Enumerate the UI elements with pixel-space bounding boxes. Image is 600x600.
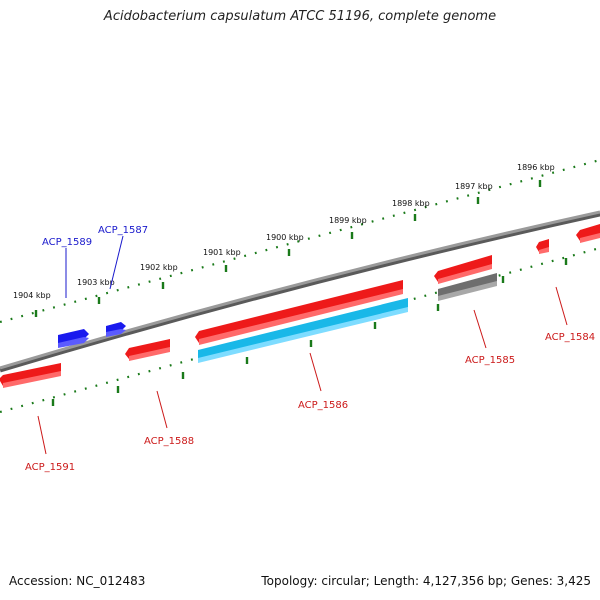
kbp-label: 1903 kbp <box>77 278 115 287</box>
gene-acp-1585[interactable] <box>434 255 492 284</box>
leader-line-acp-1585 <box>473 309 487 349</box>
gene-label-acp-1588[interactable]: ACP_1588 <box>144 436 194 447</box>
gene-label-acp-1586[interactable]: ACP_1586 <box>298 400 348 411</box>
gene-label-acp-1585[interactable]: ACP_1585 <box>465 355 515 366</box>
gene-label-acp-1587[interactable]: ACP_1587 <box>98 225 148 236</box>
gene-label-acp-1584[interactable]: ACP_1584 <box>545 332 595 343</box>
reverse-strand-genes <box>58 322 126 348</box>
gene-acp-1587[interactable] <box>106 322 126 337</box>
lower-dotted-track <box>0 246 600 414</box>
gene-label-acp-1591[interactable]: ACP_1591 <box>25 462 75 473</box>
kbp-labels: 1896 kbp 1897 kbp 1898 kbp 1899 kbp 1900… <box>13 163 555 300</box>
gene-label-acp-1589[interactable]: ACP_1589 <box>42 237 92 248</box>
kbp-label: 1898 kbp <box>392 199 430 208</box>
kbp-label: 1896 kbp <box>517 163 555 172</box>
map-title: Acidobacterium capsulatum ATCC 51196, co… <box>103 9 497 24</box>
backbone-shadow <box>0 211 600 373</box>
kbp-label: 1900 kbp <box>266 233 304 242</box>
gene-acp-1584-small[interactable] <box>536 239 549 254</box>
leader-lines <box>37 235 568 455</box>
leader-line-acp-1587 <box>109 235 124 290</box>
gene-acp-1584[interactable] <box>576 224 600 243</box>
kbp-label: 1899 kbp <box>329 216 367 225</box>
leader-line-acp-1586 <box>309 352 322 392</box>
accession-text: Accession: NC_012483 <box>9 574 146 588</box>
gene-acp-1591[interactable] <box>0 363 61 388</box>
kbp-label: 1901 kbp <box>203 248 241 257</box>
rna-gene-acp-1586[interactable] <box>198 298 408 363</box>
kbp-label: 1904 kbp <box>13 291 51 300</box>
lower-tick-track <box>0 246 600 414</box>
upper-dotted-track <box>0 158 600 324</box>
upper-tick-track <box>0 158 600 324</box>
kbp-label: 1897 kbp <box>455 182 493 191</box>
gene-acp-1586[interactable] <box>195 280 403 345</box>
gene-labels: ACP_1589 ACP_1587 ACP_1591 ACP_1588 ACP_… <box>25 225 595 473</box>
pseudo-gene-acp-1585[interactable] <box>438 273 497 301</box>
forward-strand-genes <box>0 224 600 388</box>
genome-summary-text: Topology: circular; Length: 4,127,356 bp… <box>261 574 591 588</box>
upper-major-ticks <box>34 180 542 317</box>
leader-line-acp-1588 <box>156 390 168 429</box>
gene-acp-1588[interactable] <box>125 339 170 361</box>
leader-line-acp-1584 <box>555 286 568 326</box>
genome-backbone <box>0 210 600 373</box>
lower-major-ticks <box>51 258 568 406</box>
leader-line-acp-1591 <box>37 415 47 455</box>
backbone-line <box>0 210 600 370</box>
gene-acp-1589[interactable] <box>58 329 89 348</box>
kbp-label: 1902 kbp <box>140 263 178 272</box>
